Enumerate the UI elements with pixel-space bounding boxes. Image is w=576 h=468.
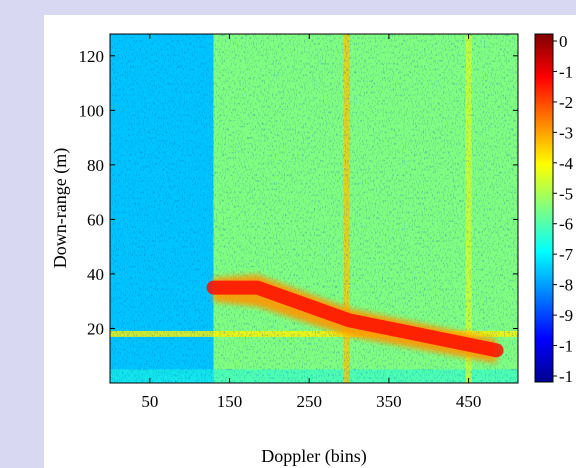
colorbar-ticks: 0 -1 -2 -3 -4 -5 -6 -7 -8 -9 -1 -1 xyxy=(553,32,574,386)
y-tick-label: 20 xyxy=(87,319,104,338)
y-tick-label: 100 xyxy=(79,101,105,120)
colorbar-tick-label: -1 xyxy=(559,337,573,356)
y-axis: 20 40 60 80 100 120 xyxy=(79,47,518,338)
x-tick-label: 250 xyxy=(296,392,322,411)
x-tick-label: 50 xyxy=(141,392,158,411)
colorbar-tick-label: -8 xyxy=(559,276,573,295)
y-tick-label: 40 xyxy=(87,265,104,284)
colorbar-tick-label: -5 xyxy=(559,184,573,203)
plot-frame xyxy=(109,33,519,384)
y-axis-label: Down-range (m) xyxy=(50,148,71,268)
y-tick-label: 80 xyxy=(87,156,104,175)
x-tick-label: 150 xyxy=(217,392,243,411)
noise-texture xyxy=(110,34,518,383)
x-axis-label: Doppler (bins) xyxy=(261,446,366,467)
x-axis: 50 150 250 350 450 xyxy=(141,34,481,411)
heatmap-image xyxy=(110,34,518,383)
x-tick-label: 450 xyxy=(456,392,482,411)
colorbar-tick-label: 0 xyxy=(559,32,568,51)
colorbar-tick-label: -2 xyxy=(559,93,573,112)
colorbar-tick-label: -1 xyxy=(559,367,573,386)
y-tick-label: 60 xyxy=(87,210,104,229)
colorbar-tick-label: -4 xyxy=(559,154,574,173)
target-streak xyxy=(206,280,504,358)
colorbar-tick-label: -3 xyxy=(559,123,573,142)
y-tick-label: 120 xyxy=(79,47,105,66)
colorbar-tick-label: -9 xyxy=(559,306,573,325)
colorbar-tick-label: -6 xyxy=(559,215,573,234)
colorbar-tick-label: -7 xyxy=(559,245,574,264)
colorbar xyxy=(534,33,554,383)
colorbar-tick-label: -1 xyxy=(559,62,573,81)
x-tick-label: 350 xyxy=(376,392,402,411)
